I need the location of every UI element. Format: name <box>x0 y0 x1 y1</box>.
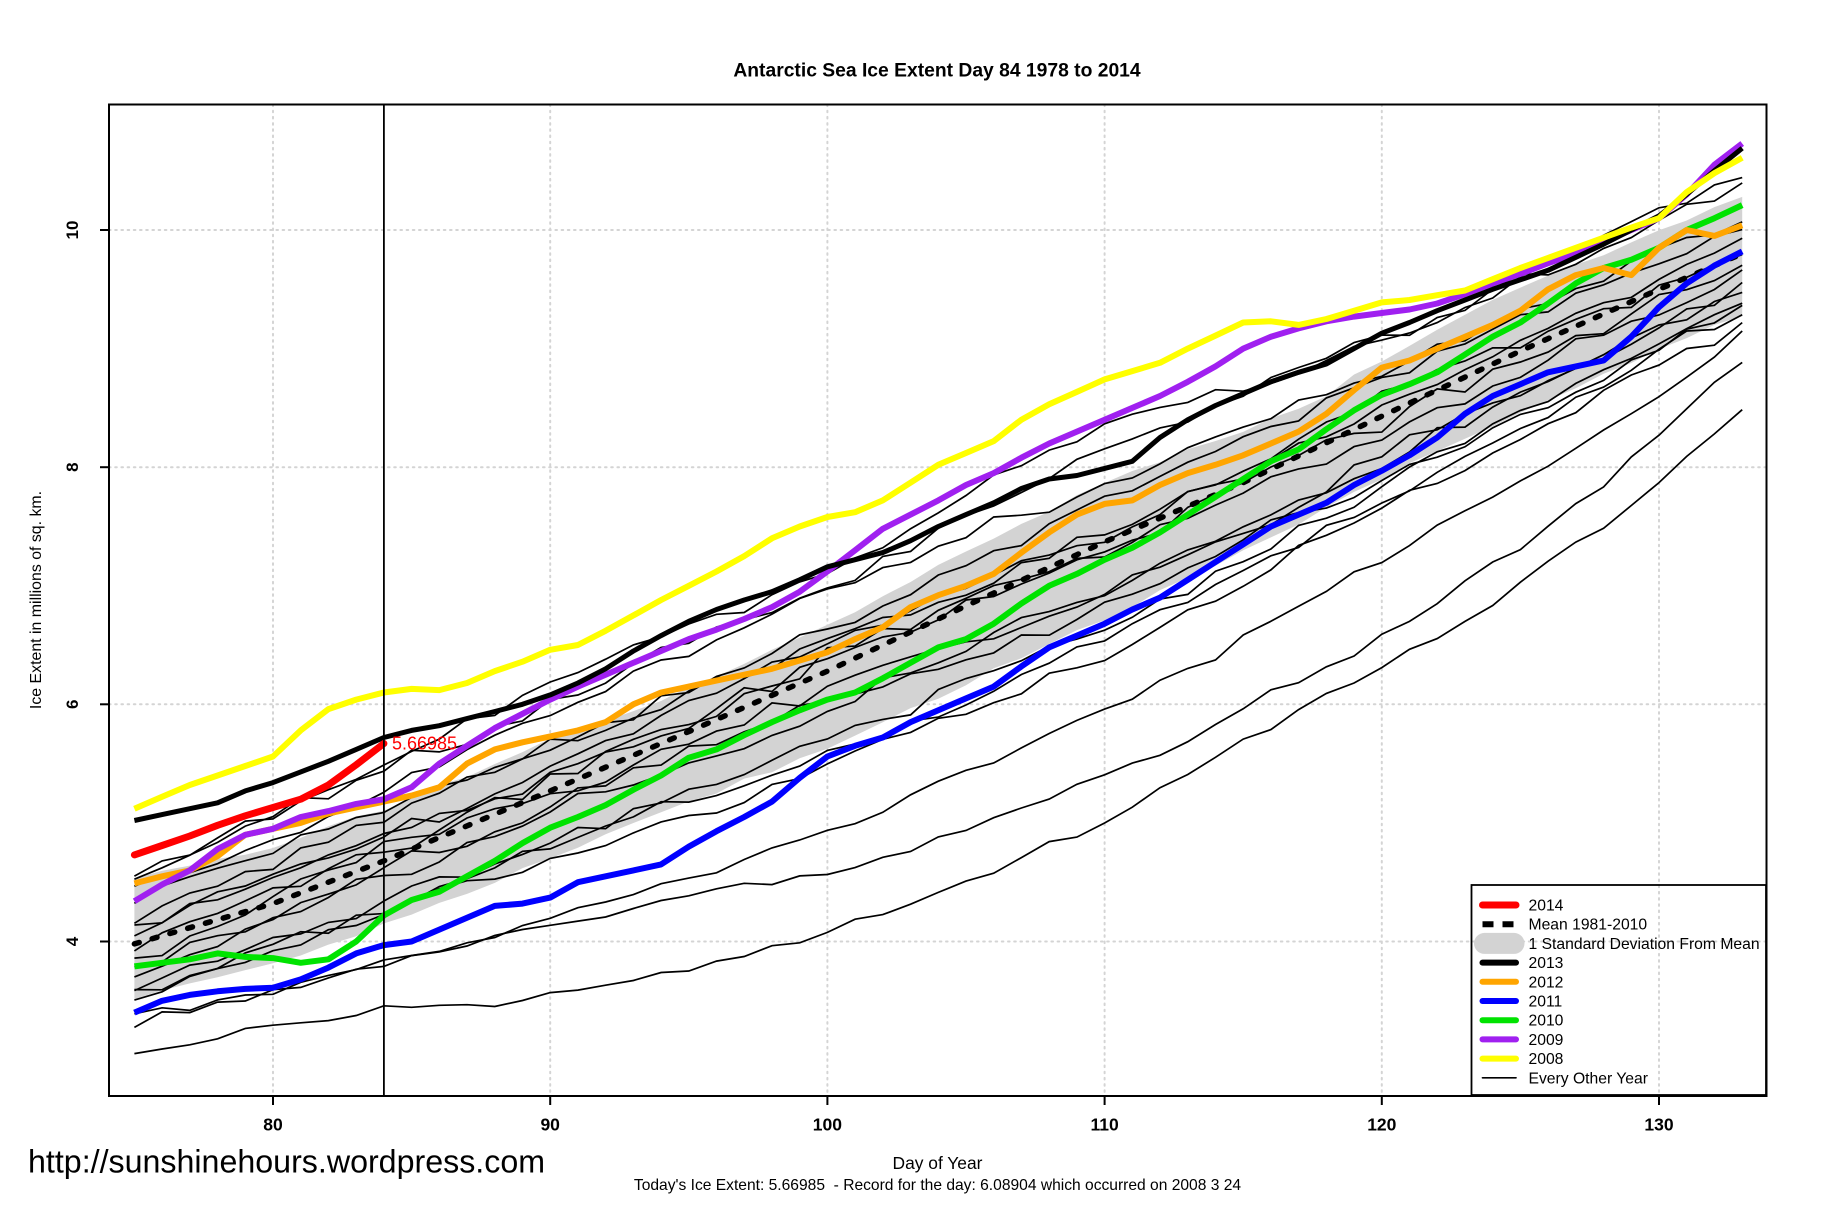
svg-text:Antarctic Sea Ice Extent Day 8: Antarctic Sea Ice Extent Day 84 1978 to … <box>733 61 1141 82</box>
svg-text:130: 130 <box>1644 1115 1673 1135</box>
svg-text:100: 100 <box>813 1115 842 1135</box>
svg-text:110: 110 <box>1090 1115 1118 1135</box>
svg-text:2012: 2012 <box>1529 974 1564 991</box>
svg-text:2009: 2009 <box>1529 1032 1564 1049</box>
svg-text:10: 10 <box>63 221 82 240</box>
svg-text:90: 90 <box>540 1115 560 1135</box>
svg-text:6: 6 <box>63 700 82 709</box>
svg-text:2013: 2013 <box>1529 955 1564 972</box>
svg-text:2010: 2010 <box>1529 1013 1564 1030</box>
svg-text:1 Standard Deviation From Mean: 1 Standard Deviation From Mean <box>1529 936 1760 953</box>
svg-text:5.66985: 5.66985 <box>392 734 457 754</box>
svg-text:Day of Year: Day of Year <box>893 1153 983 1173</box>
svg-text:2008: 2008 <box>1529 1051 1564 1068</box>
svg-text:80: 80 <box>263 1115 283 1135</box>
svg-text:8: 8 <box>63 462 82 471</box>
svg-text:Ice Extent in millions of sq.: Ice Extent in millions of sq. km. <box>28 491 45 709</box>
svg-text:2014: 2014 <box>1529 898 1564 915</box>
svg-text:120: 120 <box>1367 1115 1396 1135</box>
svg-text:Mean 1981-2010: Mean 1981-2010 <box>1529 917 1648 934</box>
svg-text:4: 4 <box>63 936 82 946</box>
svg-text:2011: 2011 <box>1529 994 1563 1011</box>
svg-text:http://sunshinehours.wordpress: http://sunshinehours.wordpress.com <box>28 1144 545 1180</box>
svg-text:Today's Ice Extent: 5.66985 -: Today's Ice Extent: 5.66985 - Record for… <box>634 1177 1242 1194</box>
svg-text:Every Other Year: Every Other Year <box>1529 1070 1648 1087</box>
